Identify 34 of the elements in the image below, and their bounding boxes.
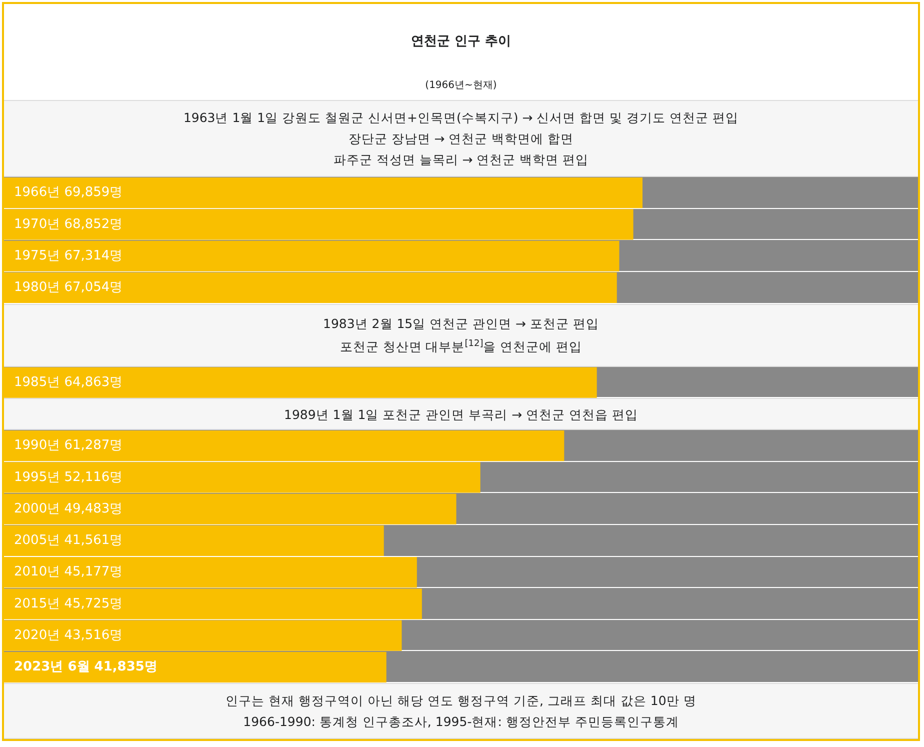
- y-tick-label: 2015년: [14, 596, 60, 612]
- y-tick-label: 2020년: [14, 628, 60, 643]
- y-tick-label: 2005년: [14, 533, 60, 548]
- y-tick-label: 1995년: [14, 470, 60, 485]
- note-panel: 1963년 1월 1일 강원도 철원군 신서면+인목면(수복지구) → 신서면 합면 및 경기도 연천군 편입 장단군 장남면 → 연천군 백학면에 합면 파주군 적성면 늘목리 → 연천군 백학면 편입: [4, 100, 918, 177]
- data-label: 67,054명: [64, 280, 123, 296]
- note-panel: 1989년 1월 1일 포천군 관인면 부곡리 → 연천군 연천읍 편입: [4, 398, 918, 430]
- y-tick-label: 1980년: [14, 280, 60, 296]
- note-panel: 1983년 2월 15일 연천군 관인면 → 포천군 편입 포천군 청산면 대부분$^{[12]}$을 연천군에 편입: [4, 304, 918, 367]
- data-label: 41,561명: [64, 533, 123, 548]
- data-label: 64,863명: [64, 374, 123, 390]
- y-tick-label: 1990년: [14, 438, 60, 454]
- chart-title: 연천군 인구 추이: [410, 33, 512, 50]
- data-label: 68,852명: [64, 216, 123, 232]
- annotation: 1989년 1월 1일 포천군 관인면 부곡리 → 연천군 연천읍 편입: [283, 406, 639, 424]
- data-label: 61,287명: [64, 438, 123, 454]
- data-label: 67,314명: [64, 248, 123, 264]
- data-label: 69,859명: [64, 185, 123, 200]
- data-label: 52,116명: [64, 470, 123, 485]
- data-label: 45,177명: [64, 564, 123, 580]
- y-tick-label: 1985년: [14, 374, 60, 390]
- y-tick-label: 2000년: [14, 501, 60, 516]
- y-tick-label: 2010년: [14, 564, 60, 580]
- data-label: 43,516명: [64, 628, 123, 643]
- data-label: 41,835명: [94, 660, 158, 675]
- data-label: 49,483명: [64, 501, 123, 516]
- note-panel: 인구는 현재 행정구역이 아닌 해당 연도 행정구역 기준, 그래프 최대 값은 10만 명 1966-1990: 통계청 인구총조사, 1995-현재: 행정안전부 주민등록인구통계: [4, 683, 918, 739]
- y-tick-label: 2023년 6월: [14, 660, 90, 675]
- annotation: 1983년 2월 15일 연천군 관인면 → 포천군 편입 포천군 청산면 대부분$^{[12]}$을 연천군에 편입: [322, 315, 600, 356]
- chart-subtitle: (1966년~현재): [424, 79, 498, 92]
- y-tick-label: 1975년: [14, 248, 60, 264]
- data-label: 45,725명: [64, 596, 123, 612]
- y-tick-label: 1966년: [14, 185, 60, 200]
- y-tick-label: 1970년: [14, 216, 60, 232]
